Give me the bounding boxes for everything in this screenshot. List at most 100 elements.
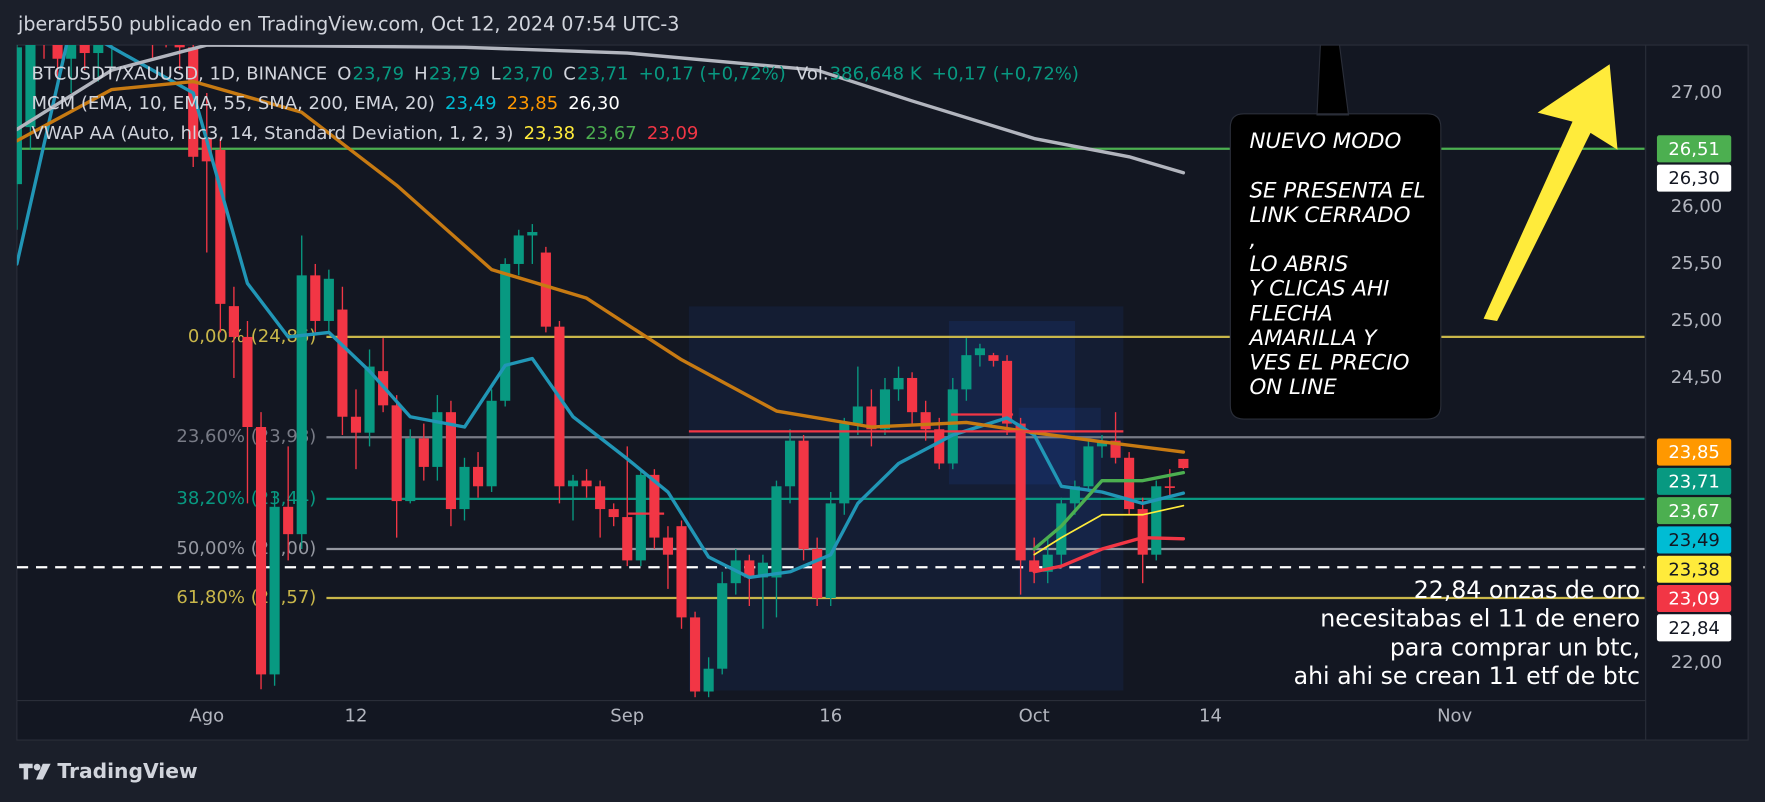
candle-body [812, 548, 823, 599]
indicator-line [16, 45, 1186, 580]
candle-body [1056, 503, 1067, 555]
candle-body [703, 668, 714, 692]
candle-body [554, 326, 565, 487]
candle-body [364, 366, 375, 433]
candle-body [717, 583, 728, 669]
candle-body [323, 278, 334, 321]
price-tag [1656, 497, 1732, 525]
price-tag [1656, 467, 1732, 495]
callout-text: SE PRESENTA EL [1249, 178, 1425, 203]
legend-name: VWAP AA (Auto, hlc3, 14, Standard Deviat… [32, 123, 514, 144]
candle-body [1029, 560, 1040, 572]
legend-value: 23,85 [507, 93, 559, 114]
candle-body [296, 275, 307, 535]
candle-body [93, 45, 104, 54]
candle-body [961, 355, 972, 390]
candle-body [1151, 486, 1162, 555]
x-tick-label: 14 [1199, 705, 1222, 726]
legend-name: MCM (EMA, 10, EMA, 55, SMA, 200, EMA, 20… [32, 93, 435, 114]
indicator-line [1033, 504, 1185, 556]
candle-body [1137, 509, 1148, 555]
fib-label: 61,80% (22,57) [176, 587, 316, 608]
candle-body [581, 480, 592, 487]
legend-key: C [563, 63, 576, 84]
price-tag [1656, 614, 1732, 642]
header: jberard550 publicado en TradingView.com,… [17, 12, 679, 35]
candle-body [445, 412, 456, 510]
legend-value: 26,30 [568, 93, 620, 114]
candle-body [1083, 446, 1094, 487]
footer-brand: TradingView [57, 759, 197, 783]
callout-text: Y CLICAS AHI [1249, 277, 1389, 302]
note-text: necesitabas el 11 de enero [1320, 605, 1640, 633]
candle-body [215, 149, 226, 304]
candle-body [513, 235, 524, 264]
note-text: para comprar un btc, [1390, 633, 1640, 661]
callout-text: LINK CERRADO [1249, 203, 1410, 228]
price-tag-label: 23,67 [1668, 501, 1720, 522]
candle-body [432, 412, 443, 467]
callout-text: NUEVO MODO [1249, 129, 1401, 154]
price-tag-label: 22,84 [1668, 618, 1720, 639]
legend-name: BTCUSDT/XAUUSD, 1D, BINANCE [32, 63, 328, 84]
candle-body [310, 275, 321, 321]
candle-body [784, 440, 796, 487]
candle-body [947, 389, 958, 464]
candle-body [500, 263, 511, 401]
candle-body [79, 45, 90, 54]
candle-body [690, 617, 701, 692]
x-tick-label: 16 [819, 705, 842, 726]
price-tag [1656, 164, 1732, 192]
candle-body [174, 45, 185, 48]
y-tick-label: 24,50 [1671, 367, 1723, 388]
legend-value: +0,17 (+0,72%) [639, 63, 786, 84]
candle-body [934, 429, 945, 464]
candle-body [798, 440, 809, 549]
legend-key: Vol. [796, 63, 829, 84]
candle-body [866, 406, 877, 430]
candle-body [676, 526, 687, 618]
yellow-arrow [1483, 64, 1618, 322]
candle-body [283, 506, 294, 535]
candle-body [893, 377, 904, 390]
candle-body [1110, 440, 1121, 458]
legend-value: 23,49 [445, 93, 497, 114]
legend-value: 386,648 K [830, 63, 923, 84]
candle-body [622, 517, 633, 561]
candle-body [201, 138, 212, 162]
plot-area: 0,00% (24,86)23,60% (23,98)38,20% (23,44… [16, 45, 1645, 698]
candle-body [771, 486, 782, 578]
legend-value: 23,09 [647, 123, 699, 144]
candle-body [635, 474, 646, 561]
callout-text: , [1249, 228, 1256, 253]
logo-part [36, 763, 51, 780]
candle-body [608, 509, 619, 518]
legend-row: MCM (EMA, 10, EMA, 55, SMA, 200, EMA, 20… [32, 93, 620, 114]
candle-body [1069, 486, 1080, 504]
candle-body [228, 306, 239, 337]
candle-body [486, 400, 497, 487]
fib-label: 50,00% (23,00) [176, 538, 316, 559]
price-tag-label: 26,51 [1668, 139, 1720, 160]
candle-body [567, 480, 579, 487]
price-tag-label: 26,30 [1668, 168, 1720, 189]
candle-body [988, 355, 999, 361]
candle-body [255, 426, 267, 675]
candle-body [52, 45, 63, 59]
note-text: 22,84 onzas de oro [1414, 576, 1640, 604]
candle-body [242, 336, 253, 427]
candle-body [839, 423, 850, 504]
candle-body [920, 412, 931, 430]
candle-body [1124, 457, 1135, 510]
x-tick-label: Sep [610, 705, 644, 726]
legend-value: +0,17 (+0,72%) [932, 63, 1079, 84]
indicator-line [16, 45, 1186, 175]
candle-body [595, 486, 606, 510]
callout-text: FLECHA [1249, 301, 1332, 326]
logo-part [23, 763, 29, 780]
price-tag-label: 23,49 [1668, 530, 1720, 551]
legend-key: O [337, 63, 351, 84]
candle-body [662, 537, 674, 555]
indicator-line [1032, 470, 1186, 551]
candle-body [25, 45, 36, 128]
